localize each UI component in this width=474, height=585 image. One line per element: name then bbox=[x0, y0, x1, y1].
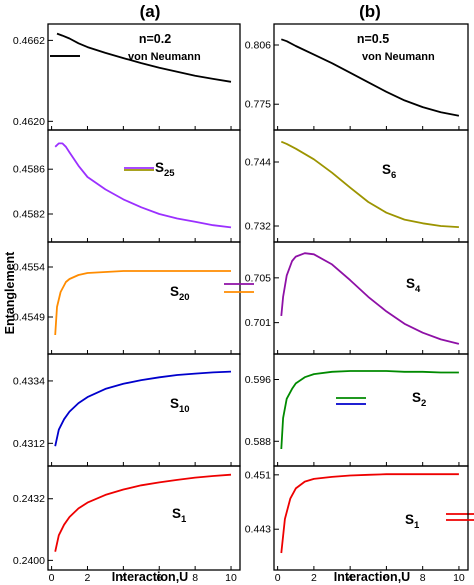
series-line-von-neumann bbox=[56, 32, 232, 83]
y-tick-label: 0.596 bbox=[245, 374, 271, 386]
y-tick-label: 0.4620 bbox=[13, 116, 45, 128]
series-line-s4 bbox=[280, 252, 460, 345]
series-line-s10 bbox=[54, 370, 232, 447]
y-tick-label: 0.4549 bbox=[13, 312, 45, 324]
y-tick-label: 0.701 bbox=[245, 317, 271, 329]
column-title-b: (b) bbox=[359, 2, 381, 21]
y-tick-label: 0.705 bbox=[245, 272, 271, 284]
y-tick-label: 0.775 bbox=[245, 99, 271, 111]
series-line-s1 bbox=[54, 473, 232, 552]
x-tick-label: 4 bbox=[347, 572, 353, 584]
legend-subscript: 20 bbox=[179, 292, 190, 303]
panel-frame bbox=[47, 353, 241, 467]
x-tick-label: 10 bbox=[225, 572, 237, 584]
legend-label: S6 bbox=[382, 162, 396, 181]
y-axis-title: Entanglement bbox=[3, 251, 17, 334]
x-tick-label: 6 bbox=[156, 572, 162, 584]
panel-frame bbox=[273, 465, 469, 571]
legend-subscript: 25 bbox=[164, 168, 175, 179]
x-tick-label: 2 bbox=[85, 572, 91, 584]
annotation-n-a: n=0.2 bbox=[139, 32, 171, 46]
y-tick-label: 0.443 bbox=[245, 524, 271, 536]
legend-label: S1 bbox=[405, 512, 420, 531]
y-tick-label: 0.4334 bbox=[13, 375, 45, 387]
legend-label: S4 bbox=[406, 276, 421, 295]
series-line-s1 bbox=[280, 473, 459, 554]
x-tick-label: 0 bbox=[49, 572, 55, 584]
legend-subscript: 6 bbox=[391, 170, 396, 181]
panel-b-2: 0.732 0.744 S6 bbox=[124, 129, 469, 243]
y-tick-label: 0.744 bbox=[245, 157, 271, 169]
legend-subscript: 1 bbox=[414, 520, 420, 531]
series-line-von-neumann bbox=[281, 38, 460, 117]
legend-label: S2 bbox=[412, 390, 426, 409]
y-tick-label: 0.451 bbox=[245, 469, 271, 481]
y-tick-label: 0.4554 bbox=[13, 262, 45, 274]
x-axis-title-b: Interaction,U bbox=[334, 570, 410, 584]
legend-subscript: 4 bbox=[415, 284, 421, 295]
legend-label: S1 bbox=[172, 506, 187, 525]
panel-b-4: 0.588 0.596 S2 bbox=[245, 353, 469, 467]
x-tick-label: 2 bbox=[311, 572, 317, 584]
legend-subscript: 1 bbox=[181, 514, 187, 525]
y-tick-label: 0.4312 bbox=[13, 438, 45, 450]
panel-frame bbox=[47, 241, 241, 355]
x-tick-label: 6 bbox=[383, 572, 389, 584]
panel-b-3: 0.701 0.705 S4 bbox=[224, 241, 469, 355]
y-tick-label: 0.588 bbox=[245, 436, 271, 448]
y-tick-label: 0.2432 bbox=[13, 493, 45, 505]
annotation-n-b: n=0.5 bbox=[357, 32, 389, 46]
y-tick-label: 0.4586 bbox=[13, 164, 45, 176]
series-line-s20 bbox=[54, 270, 231, 336]
x-tick-label: 0 bbox=[275, 572, 281, 584]
legend-label: von Neumann bbox=[128, 51, 201, 63]
legend-label: S10 bbox=[170, 396, 190, 415]
series-line-s2 bbox=[280, 370, 459, 450]
x-tick-label: 8 bbox=[192, 572, 198, 584]
y-tick-label: 0.2400 bbox=[13, 555, 45, 567]
series-line-s6 bbox=[280, 140, 459, 228]
panel-a-2: 0.4582 0.4586 S25 bbox=[13, 129, 241, 243]
column-title-a: (a) bbox=[140, 2, 161, 21]
y-tick-label: 0.4582 bbox=[13, 209, 45, 221]
panel-a-1: 0.4620 0.4662 von Neumann bbox=[13, 23, 241, 131]
y-tick-label: 0.806 bbox=[245, 40, 271, 52]
legend-subscript: 10 bbox=[179, 404, 190, 415]
panel-frame bbox=[47, 465, 241, 571]
legend-label: von Neumann bbox=[362, 51, 435, 63]
x-tick-label: 10 bbox=[453, 572, 465, 584]
x-tick-label: 4 bbox=[120, 572, 126, 584]
y-tick-label: 0.4662 bbox=[13, 35, 45, 47]
x-tick-label: 8 bbox=[420, 572, 426, 584]
panel-a-3: 0.4549 0.4554 S20 bbox=[13, 241, 254, 355]
y-tick-label: 0.732 bbox=[245, 221, 271, 233]
panel-b-1: 0.775 0.806 von Neumann bbox=[50, 23, 469, 131]
panel-b-5: 0.443 0.451 0 2 4 6 8 10 S1 bbox=[245, 465, 474, 584]
legend-label: S25 bbox=[155, 160, 175, 179]
series-line-s25 bbox=[54, 142, 232, 229]
x-axis-title-a: Interaction,U bbox=[112, 570, 188, 584]
legend-label: S20 bbox=[170, 284, 190, 303]
panel-a-4: 0.4312 0.4334 S10 bbox=[13, 353, 366, 467]
legend-subscript: 2 bbox=[421, 398, 426, 409]
